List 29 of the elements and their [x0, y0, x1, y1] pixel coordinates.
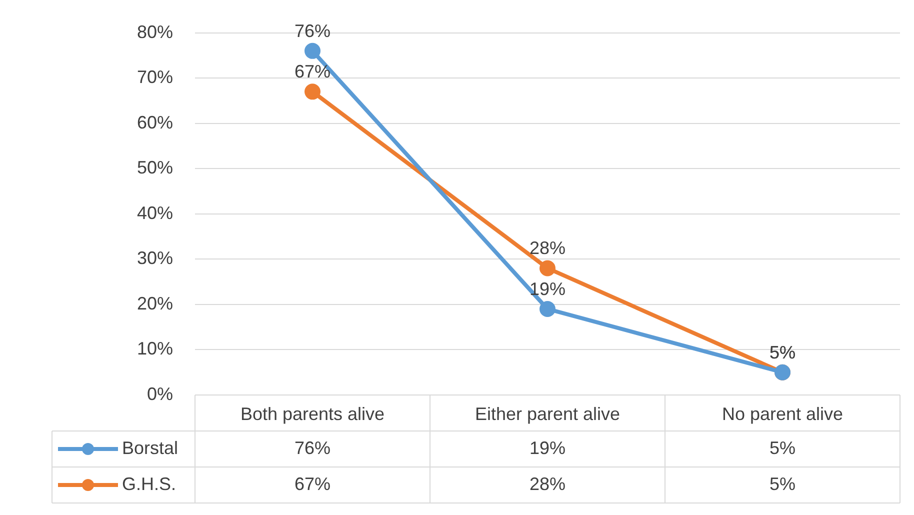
y-tick-label: 0%: [146, 384, 173, 404]
text: 76%: [294, 20, 331, 41]
point: [304, 84, 320, 100]
point: [540, 300, 556, 317]
x-tick-label: Both parents alive: [240, 404, 385, 424]
point: [304, 42, 320, 59]
text: 67%: [294, 62, 331, 82]
text: 19%: [529, 278, 566, 299]
data-label: 5%: [769, 438, 796, 458]
y-tick-label: 80%: [136, 22, 173, 42]
text: 5%: [769, 342, 796, 362]
y-tick-label: 70%: [136, 67, 173, 88]
data-label: 76%: [294, 438, 331, 458]
data-label: 67%: [294, 474, 331, 494]
point: [540, 260, 556, 276]
y-tick-label: 60%: [136, 112, 173, 132]
y-tick-label: 20%: [136, 293, 173, 314]
legend-label: Borstal: [122, 438, 178, 458]
x-tick-label: Either parent alive: [474, 404, 620, 424]
data-label: 19%: [529, 438, 566, 458]
data-label: 28%: [529, 474, 566, 494]
data-label: 5%: [769, 474, 796, 494]
y-tick-label: 50%: [136, 158, 173, 178]
y-tick-label: 40%: [136, 202, 173, 223]
text: 28%: [529, 238, 566, 258]
legend-label: G.H.S.: [122, 474, 176, 494]
x-tick-label: No parent alive: [722, 404, 844, 424]
y-tick-label: 30%: [136, 248, 173, 268]
y-tick-label: 10%: [136, 338, 173, 359]
